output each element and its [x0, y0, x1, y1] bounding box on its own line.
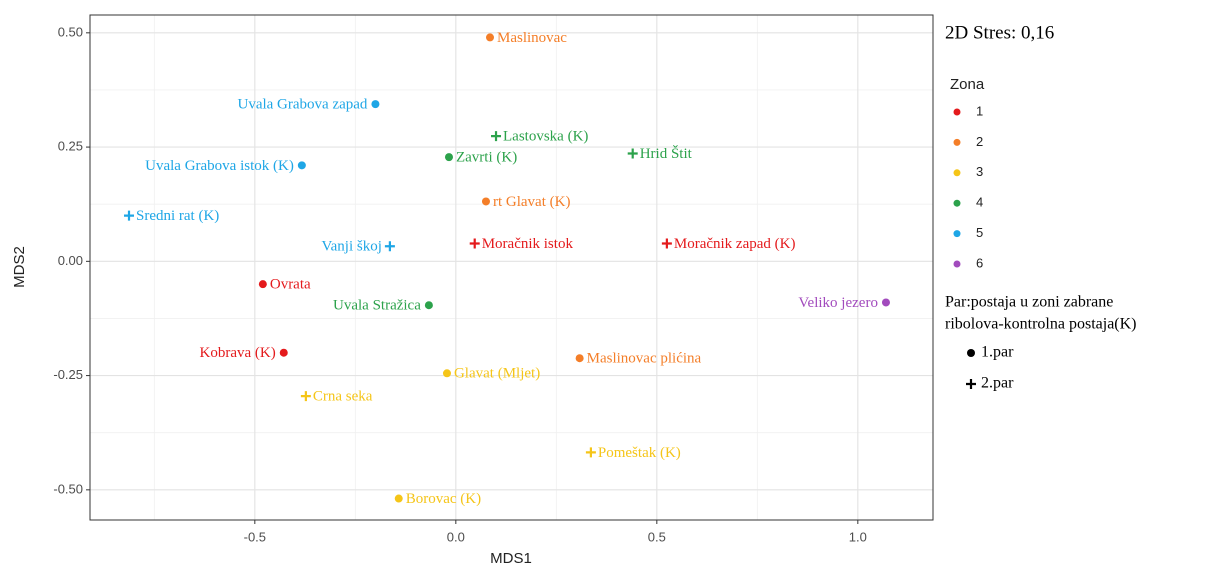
point-label: Veliko jezero: [798, 295, 878, 311]
plus-marker: [469, 238, 480, 249]
y-tick-label: 0.50: [58, 24, 83, 39]
legend-swatch: [953, 169, 961, 177]
point-label: Vanji škoj: [321, 239, 381, 255]
plot-border: [89, 14, 934, 521]
point-label: Pomeštak (K): [598, 445, 681, 461]
point-label: Ovrata: [270, 277, 311, 293]
y-axis-label: MDS2: [11, 246, 28, 288]
circle-marker: [444, 153, 453, 162]
par-legend-title: Par:postaja u zoni zabrane: [945, 294, 1113, 311]
point-label: rt Glavat (K): [493, 194, 570, 210]
x-tick-label: 1.0: [849, 529, 867, 544]
circle-marker: [279, 348, 288, 357]
point-label: Crna seka: [313, 389, 373, 405]
legend-label: 5: [976, 225, 983, 240]
zone-legend-title: Zona: [950, 76, 985, 93]
y-tick-label: -0.50: [53, 481, 83, 496]
stress-annotation: 2D Stres: 0,16: [945, 22, 1054, 43]
point-label: Uvala Grabova zapad: [237, 97, 367, 113]
legend-label: 6: [976, 255, 983, 270]
legend-swatch: [953, 199, 961, 207]
legend-label: 1: [976, 103, 983, 118]
point-label: Lastovska (K): [503, 129, 588, 145]
legend-swatch: [953, 260, 961, 268]
legend-swatch: [953, 108, 961, 116]
legend-label: 1.par: [981, 344, 1014, 361]
circle-marker: [442, 369, 451, 378]
y-tick-label: -0.25: [53, 367, 83, 382]
par-legend-title: ribolova-kontrolna postaja(K): [945, 316, 1137, 333]
legend-label: 2.par: [981, 375, 1014, 392]
legend-label: 4: [976, 195, 983, 210]
plus-marker: [123, 210, 134, 221]
plus-marker: [585, 447, 596, 458]
legend-swatch: [953, 138, 961, 146]
point-label: Borovac (K): [406, 491, 481, 507]
circle-marker: [881, 298, 890, 307]
circle-marker: [481, 197, 490, 206]
x-tick-label: 0.5: [648, 529, 666, 544]
circle-marker: [424, 301, 433, 310]
circle-marker: [371, 100, 380, 109]
plot-background: [90, 15, 933, 520]
point-label: Uvala Grabova istok (K): [145, 158, 294, 174]
plus-marker: [300, 391, 311, 402]
circle-marker: [575, 354, 584, 363]
circle-marker: [297, 161, 306, 170]
point-label: Moračnik istok: [482, 236, 574, 252]
y-tick-label: 0.00: [58, 253, 83, 268]
point-label: Hrid Štit: [640, 145, 693, 162]
point-label: Sredni rat (K): [136, 208, 219, 224]
circle-marker: [394, 494, 403, 503]
plus-marker: [661, 238, 672, 249]
plus-marker: [627, 148, 638, 159]
point-label: Uvala Stražica: [333, 298, 421, 314]
circle-marker: [967, 349, 975, 357]
point-label: Glavat (Mljet): [454, 366, 540, 382]
plus-marker: [384, 241, 395, 252]
y-tick-label: 0.25: [58, 139, 83, 154]
legend-label: 3: [976, 164, 983, 179]
plus-marker: [966, 379, 976, 389]
legend-swatch: [953, 230, 961, 238]
point-label: Maslinovac: [497, 30, 567, 46]
point-label: Maslinovac plićina: [587, 351, 702, 367]
point-label: Moračnik zapad (K): [674, 236, 796, 252]
point-label: Zavrti (K): [456, 150, 517, 166]
x-tick-label: -0.5: [244, 529, 266, 544]
point-label: Kobrava (K): [200, 345, 276, 361]
circle-marker: [258, 280, 267, 289]
x-axis-label: MDS1: [490, 550, 532, 567]
plus-marker: [491, 131, 502, 142]
x-tick-label: 0.0: [447, 529, 465, 544]
legend-label: 2: [976, 134, 983, 149]
circle-marker: [485, 33, 494, 42]
